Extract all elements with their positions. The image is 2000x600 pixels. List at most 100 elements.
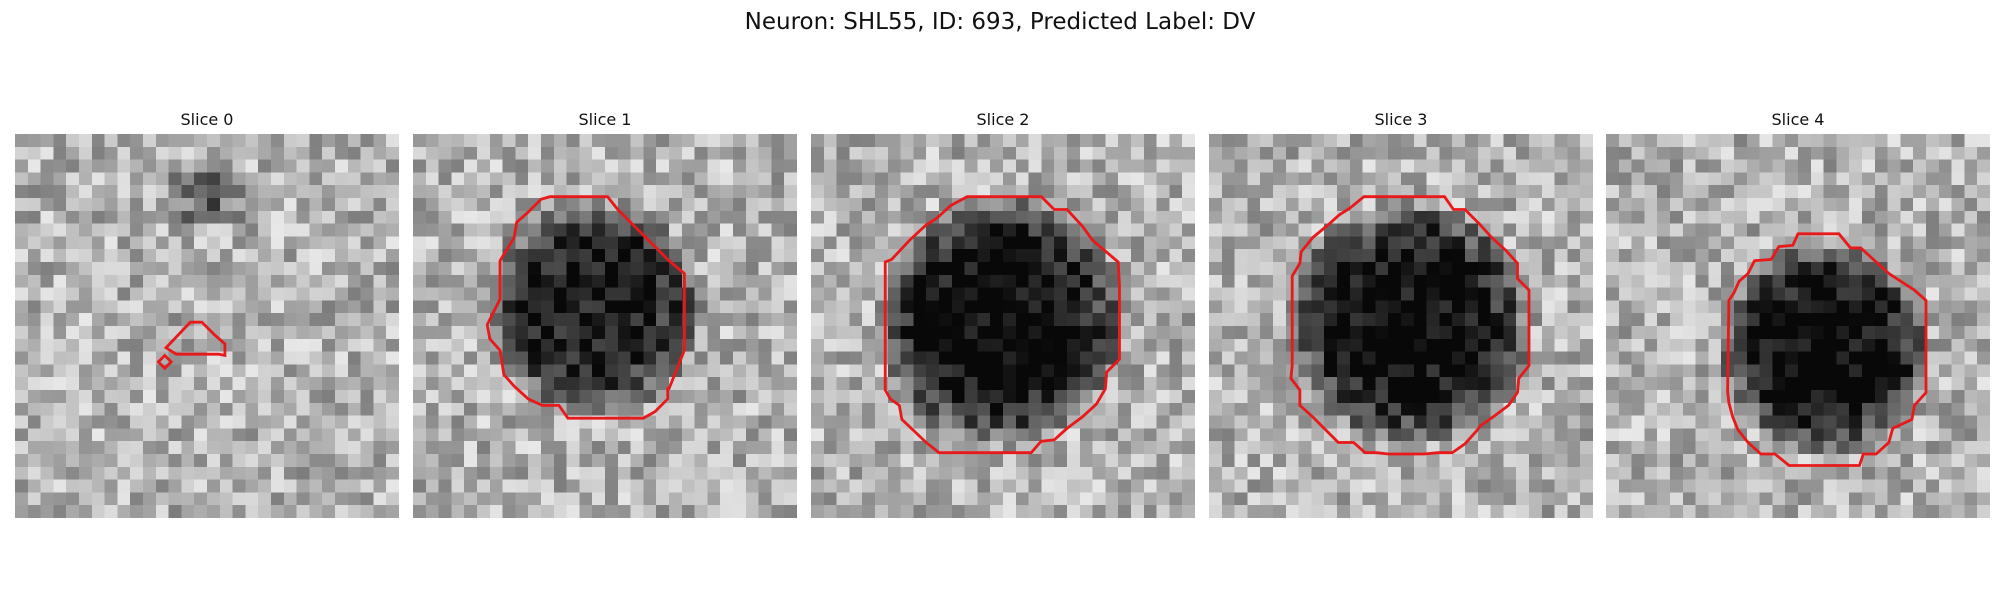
pixel bbox=[1938, 313, 1952, 327]
pixel bbox=[1874, 146, 1888, 160]
pixel bbox=[1388, 313, 1402, 327]
pixel bbox=[1401, 492, 1415, 506]
pixel bbox=[977, 146, 991, 160]
pixel bbox=[656, 287, 670, 301]
pixel bbox=[823, 428, 837, 442]
pixel bbox=[79, 159, 93, 173]
pixel bbox=[27, 185, 41, 199]
pixel bbox=[1349, 466, 1363, 480]
pixel bbox=[1054, 313, 1068, 327]
pixel bbox=[1092, 428, 1106, 442]
pixel bbox=[823, 402, 837, 416]
pixel bbox=[104, 146, 118, 160]
pixel bbox=[1182, 300, 1195, 314]
slice-image bbox=[413, 134, 797, 518]
pixel bbox=[720, 441, 734, 455]
pixel bbox=[553, 466, 567, 480]
pixel bbox=[1337, 185, 1351, 199]
pixel bbox=[1465, 351, 1479, 365]
pixel bbox=[1567, 441, 1581, 455]
pixel bbox=[347, 223, 361, 237]
pixel bbox=[386, 390, 399, 404]
pixel bbox=[181, 377, 195, 391]
pixel bbox=[1105, 351, 1119, 365]
pixel bbox=[40, 402, 54, 416]
pixel bbox=[1465, 326, 1479, 340]
pixel bbox=[15, 351, 29, 365]
pixel bbox=[1079, 364, 1093, 378]
pixel bbox=[1644, 185, 1658, 199]
pixel bbox=[104, 479, 118, 493]
pixel bbox=[1849, 428, 1863, 442]
pixel bbox=[194, 390, 208, 404]
pixel bbox=[335, 364, 349, 378]
pixel bbox=[579, 146, 593, 160]
pixel bbox=[900, 377, 914, 391]
pixel bbox=[1452, 338, 1466, 352]
pixel bbox=[862, 326, 876, 340]
pixel bbox=[1926, 300, 1940, 314]
pixel bbox=[219, 492, 233, 506]
pixel bbox=[926, 236, 940, 250]
pixel bbox=[1028, 185, 1042, 199]
pixel bbox=[1324, 364, 1338, 378]
pixel bbox=[117, 402, 131, 416]
pixel bbox=[1452, 415, 1466, 429]
pixel bbox=[1349, 159, 1363, 173]
pixel bbox=[1041, 223, 1055, 237]
pixel bbox=[1695, 390, 1709, 404]
pixel bbox=[1209, 146, 1223, 160]
pixel bbox=[1823, 274, 1837, 288]
pixel bbox=[823, 300, 837, 314]
pixel bbox=[232, 428, 246, 442]
pixel bbox=[386, 274, 399, 288]
pixel bbox=[1298, 223, 1312, 237]
pixel bbox=[1105, 466, 1119, 480]
pixel bbox=[643, 146, 657, 160]
pixel bbox=[1156, 198, 1170, 212]
pixel bbox=[438, 428, 452, 442]
pixel bbox=[425, 441, 439, 455]
pixel bbox=[1439, 377, 1453, 391]
pixel bbox=[40, 338, 54, 352]
pixel bbox=[669, 505, 683, 518]
pixel bbox=[296, 428, 310, 442]
pixel bbox=[1951, 390, 1965, 404]
pixel bbox=[964, 274, 978, 288]
pixel bbox=[1670, 326, 1684, 340]
pixel bbox=[1874, 172, 1888, 186]
pixel bbox=[707, 351, 721, 365]
pixel bbox=[1182, 134, 1195, 148]
pixel bbox=[1670, 313, 1684, 327]
pixel bbox=[1143, 505, 1157, 518]
pixel bbox=[515, 146, 529, 160]
pixel bbox=[425, 210, 439, 224]
pixel bbox=[823, 466, 837, 480]
pixel bbox=[1490, 249, 1504, 263]
pixel bbox=[79, 326, 93, 340]
pixel bbox=[79, 185, 93, 199]
pixel bbox=[79, 300, 93, 314]
pixel bbox=[1772, 287, 1786, 301]
pixel bbox=[1657, 492, 1671, 506]
pixel bbox=[502, 454, 516, 468]
pixel bbox=[207, 159, 221, 173]
pixel bbox=[1092, 185, 1106, 199]
pixel bbox=[1311, 185, 1325, 199]
pixel bbox=[1606, 390, 1620, 404]
pixel bbox=[66, 402, 80, 416]
pixel bbox=[130, 326, 144, 340]
pixel bbox=[1221, 300, 1235, 314]
pixel bbox=[669, 326, 683, 340]
pixel bbox=[1221, 338, 1235, 352]
pixel bbox=[1529, 364, 1543, 378]
pixel bbox=[1618, 364, 1632, 378]
pixel bbox=[1823, 377, 1837, 391]
pixel bbox=[1746, 210, 1760, 224]
pixel bbox=[771, 274, 785, 288]
pixel bbox=[784, 172, 797, 186]
pixel bbox=[605, 172, 619, 186]
pixel bbox=[669, 146, 683, 160]
pixel bbox=[784, 466, 797, 480]
